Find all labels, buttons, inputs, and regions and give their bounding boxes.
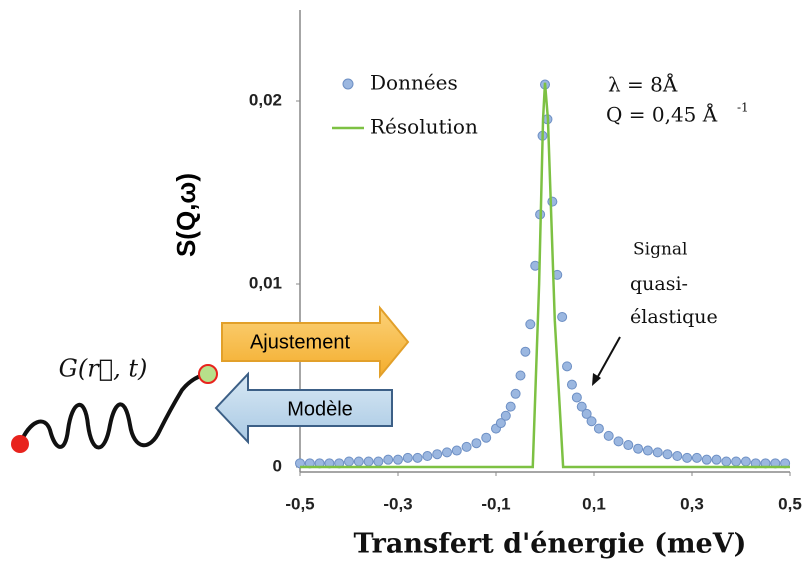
data-point [740, 456, 751, 467]
data-point [422, 451, 433, 462]
data-point [613, 436, 624, 447]
data-point [505, 401, 516, 412]
y-axis-label: S(Q,ω) [171, 173, 201, 257]
arrow-label: Modèle [287, 398, 353, 420]
data-point [691, 452, 702, 463]
data-point [451, 445, 462, 456]
data-point [393, 454, 403, 465]
data-point [432, 449, 443, 460]
data-point [471, 438, 482, 449]
data-point [562, 361, 573, 372]
data-point [593, 423, 604, 434]
data-point [525, 319, 536, 330]
y-tick-label: 0 [273, 456, 282, 475]
fit-arrow [221, 305, 410, 379]
data-point [662, 449, 673, 460]
data-point [557, 311, 568, 322]
annotation: G(r⃗, t) [59, 355, 148, 383]
trajectory-end [198, 364, 218, 384]
data-point [481, 432, 492, 443]
data-point [495, 418, 506, 429]
annotation-arrowhead [592, 373, 601, 386]
data-point [547, 196, 558, 207]
annotation: λ = 8Å [608, 72, 678, 97]
data-point [701, 454, 712, 465]
data-point [642, 445, 653, 456]
data-point [383, 454, 394, 465]
data-point [711, 454, 722, 465]
arrow-label: Ajustement [250, 331, 350, 353]
annotation-arrow [595, 336, 621, 381]
legend-label: Données [370, 71, 458, 95]
data-point [576, 401, 587, 412]
x-tick-label: 0,3 [680, 494, 704, 513]
annotation: élastique [630, 306, 718, 328]
y-tick-label: 0,01 [249, 273, 282, 292]
trajectory-start [11, 435, 29, 453]
data-point [510, 388, 521, 399]
data-point [682, 452, 693, 463]
annotation: Q = 0,45 Å [606, 102, 718, 127]
x-tick-label: -0,5 [285, 494, 314, 513]
annotation: Signal [633, 240, 688, 260]
data-point [344, 456, 354, 467]
data-point [373, 456, 384, 467]
trajectory [18, 372, 209, 450]
legend-label: Résolution [370, 115, 478, 139]
resolution-line [300, 82, 790, 469]
data-point [515, 370, 526, 381]
data-point [500, 410, 511, 421]
data-point [603, 430, 614, 441]
data-point [442, 447, 452, 458]
annotation: quasi- [630, 273, 688, 295]
data-point [566, 379, 577, 390]
data-point [581, 408, 592, 419]
data-point [731, 456, 742, 467]
data-point [412, 452, 423, 463]
data-point [461, 441, 472, 452]
data-point [652, 447, 663, 458]
data-point [633, 443, 644, 454]
legend-marker [342, 78, 354, 90]
data-point [353, 456, 364, 467]
x-tick-label: -0,3 [383, 494, 412, 513]
x-tick-label: 0,5 [778, 494, 802, 513]
y-tick-label: 0,02 [249, 90, 282, 109]
data-point [721, 456, 732, 467]
data-point [623, 440, 634, 451]
model-arrow [214, 371, 393, 445]
x-tick-label: -0,1 [481, 494, 510, 513]
x-tick-label: 0,1 [582, 494, 606, 513]
data-point [672, 451, 683, 462]
data-point [363, 456, 374, 467]
data-point [586, 416, 597, 427]
data-point [520, 346, 531, 357]
data-point [571, 392, 582, 403]
data-point [402, 452, 413, 463]
annotation: -1 [737, 101, 749, 115]
x-axis-label: Transfert d'énergie (meV) [354, 529, 747, 560]
